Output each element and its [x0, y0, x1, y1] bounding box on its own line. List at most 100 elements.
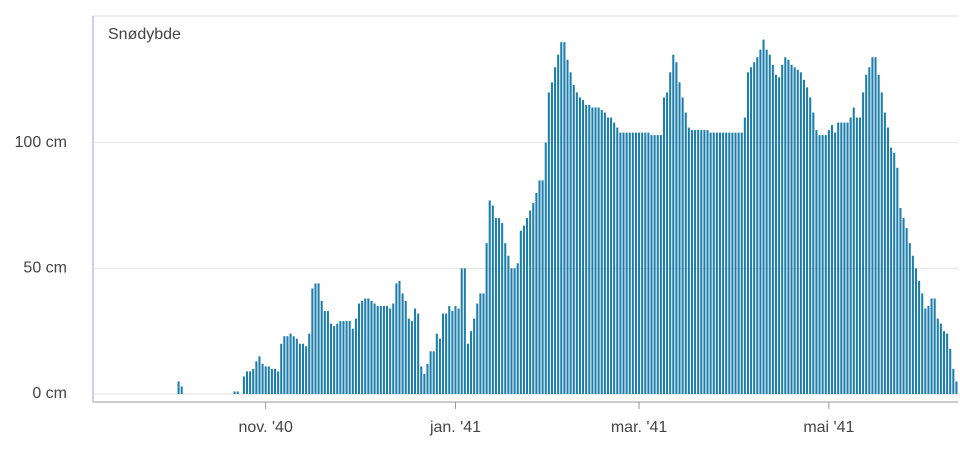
bar: [317, 283, 320, 394]
bar: [582, 99, 585, 394]
bar: [837, 122, 840, 394]
bar: [662, 97, 665, 394]
bar: [348, 321, 351, 394]
bar: [728, 132, 731, 394]
bar: [921, 293, 924, 394]
bar: [445, 313, 448, 394]
bar: [830, 125, 834, 394]
bar: [896, 167, 899, 394]
bar: [470, 331, 473, 394]
bar: [407, 318, 410, 394]
bar: [812, 112, 815, 395]
bar: [815, 130, 818, 394]
bar: [373, 303, 376, 394]
bar: [784, 57, 787, 395]
bar: [245, 371, 249, 394]
bar: [379, 306, 382, 394]
bar: [463, 268, 466, 394]
bar: [473, 318, 476, 394]
bar: [722, 132, 725, 394]
bar: [616, 127, 619, 394]
bar: [302, 343, 305, 394]
bar: [386, 306, 389, 394]
bar: [585, 104, 588, 394]
bar: [448, 306, 451, 394]
bar: [778, 77, 781, 394]
bar: [588, 104, 591, 394]
bar: [330, 323, 333, 394]
x-tick-label: mar. '41: [611, 419, 668, 436]
bar: [267, 366, 270, 394]
bar: [675, 62, 678, 395]
bar: [656, 135, 659, 395]
bar: [311, 288, 314, 394]
bar: [840, 122, 843, 394]
bar: [681, 97, 684, 394]
bar: [547, 92, 550, 395]
bar: [933, 298, 936, 394]
bar: [914, 268, 918, 394]
bar: [420, 366, 423, 394]
bar: [498, 218, 501, 394]
bar: [849, 117, 852, 395]
bar: [874, 57, 877, 395]
bar: [535, 192, 538, 394]
bar: [501, 223, 504, 394]
bar: [771, 64, 774, 395]
bar: [557, 54, 560, 394]
bar: [737, 132, 740, 394]
bar: [669, 72, 672, 394]
y-tick-label: 0 cm: [32, 385, 67, 402]
bar: [765, 49, 768, 394]
bar: [846, 122, 849, 394]
bar: [370, 301, 373, 394]
bar: [918, 280, 921, 394]
bar: [364, 298, 367, 394]
bar: [258, 356, 261, 394]
bar: [354, 318, 357, 394]
bar: [690, 130, 693, 394]
bar: [619, 132, 622, 394]
bar: [753, 62, 756, 395]
bar: [641, 132, 644, 394]
bar: [398, 280, 401, 394]
bar: [603, 112, 606, 395]
bar: [684, 112, 687, 395]
bar: [942, 331, 946, 394]
bar: [249, 371, 252, 394]
bar: [529, 210, 532, 394]
bar: [597, 107, 600, 394]
bar: [774, 74, 778, 394]
chart-title: Snødybde: [108, 26, 181, 43]
bar: [911, 255, 914, 394]
bar: [466, 343, 469, 394]
bar: [255, 361, 258, 394]
bar: [516, 263, 519, 394]
bar: [382, 306, 385, 394]
bar: [252, 368, 255, 394]
bar: [575, 92, 578, 395]
x-tick-label: mai '41: [803, 419, 854, 436]
bar: [566, 59, 569, 395]
bar: [868, 67, 871, 395]
bar: [336, 323, 339, 394]
bar: [392, 303, 395, 394]
bar: [479, 293, 482, 394]
bar: [417, 313, 420, 394]
bar: [824, 135, 827, 395]
bar: [560, 42, 563, 395]
bar: [519, 230, 522, 394]
bar: [902, 218, 905, 394]
bar: [438, 338, 441, 394]
bar: [308, 333, 311, 394]
bar: [899, 208, 902, 394]
bar: [320, 301, 323, 394]
bar: [339, 321, 342, 394]
bar: [886, 127, 890, 394]
bar: [569, 72, 572, 394]
x-tick-label: jan. '41: [429, 419, 481, 436]
bar: [880, 92, 883, 395]
bar: [756, 57, 759, 395]
bar: [242, 376, 245, 394]
bar: [865, 74, 868, 394]
